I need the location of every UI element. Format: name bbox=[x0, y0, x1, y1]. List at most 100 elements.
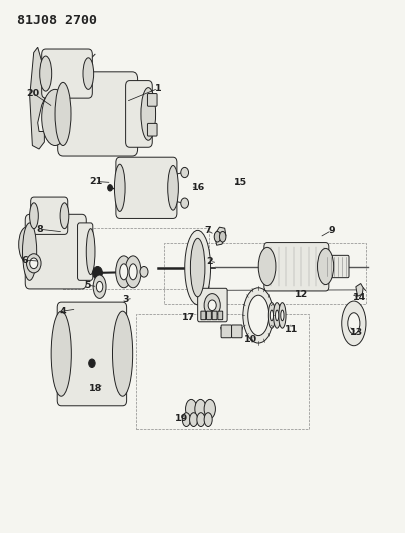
FancyBboxPatch shape bbox=[126, 80, 152, 147]
Ellipse shape bbox=[96, 281, 103, 292]
Text: 17: 17 bbox=[182, 312, 195, 321]
Text: 21: 21 bbox=[89, 177, 102, 186]
Text: 19: 19 bbox=[175, 414, 188, 423]
Ellipse shape bbox=[318, 248, 334, 285]
Polygon shape bbox=[30, 47, 46, 149]
FancyBboxPatch shape bbox=[147, 94, 157, 106]
Ellipse shape bbox=[83, 58, 94, 90]
Text: 18: 18 bbox=[89, 384, 102, 393]
Ellipse shape bbox=[204, 399, 215, 418]
Text: 1: 1 bbox=[155, 84, 162, 93]
Polygon shape bbox=[356, 284, 363, 296]
FancyBboxPatch shape bbox=[232, 325, 242, 338]
Ellipse shape bbox=[19, 227, 34, 262]
Ellipse shape bbox=[116, 256, 132, 288]
Text: 10: 10 bbox=[244, 335, 258, 344]
Ellipse shape bbox=[279, 303, 286, 328]
Ellipse shape bbox=[185, 399, 197, 418]
Text: 12: 12 bbox=[295, 290, 308, 299]
Ellipse shape bbox=[93, 275, 106, 298]
Ellipse shape bbox=[93, 266, 102, 279]
Ellipse shape bbox=[195, 399, 206, 418]
Bar bbox=[136, 314, 309, 429]
Text: 4: 4 bbox=[59, 306, 66, 316]
Ellipse shape bbox=[51, 311, 71, 396]
Ellipse shape bbox=[141, 87, 156, 140]
Ellipse shape bbox=[30, 203, 38, 229]
Text: 8: 8 bbox=[37, 225, 44, 234]
FancyBboxPatch shape bbox=[31, 197, 68, 235]
FancyBboxPatch shape bbox=[57, 302, 127, 406]
Ellipse shape bbox=[208, 300, 216, 311]
Ellipse shape bbox=[115, 164, 125, 212]
Ellipse shape bbox=[108, 184, 113, 191]
Text: 3: 3 bbox=[123, 295, 129, 304]
Ellipse shape bbox=[113, 311, 133, 396]
Text: 7: 7 bbox=[204, 226, 211, 235]
Ellipse shape bbox=[273, 303, 281, 328]
FancyBboxPatch shape bbox=[201, 311, 206, 320]
FancyBboxPatch shape bbox=[116, 157, 177, 219]
Ellipse shape bbox=[204, 413, 212, 426]
Ellipse shape bbox=[197, 413, 205, 426]
Text: 15: 15 bbox=[234, 178, 247, 187]
Bar bbox=[164, 243, 366, 304]
FancyBboxPatch shape bbox=[212, 311, 217, 320]
Ellipse shape bbox=[185, 230, 211, 305]
Ellipse shape bbox=[268, 303, 275, 328]
Ellipse shape bbox=[182, 413, 190, 426]
Ellipse shape bbox=[248, 295, 269, 336]
Ellipse shape bbox=[190, 238, 205, 297]
Ellipse shape bbox=[120, 264, 128, 280]
FancyBboxPatch shape bbox=[324, 255, 349, 278]
Ellipse shape bbox=[181, 167, 189, 177]
Ellipse shape bbox=[60, 203, 69, 229]
Ellipse shape bbox=[270, 310, 273, 321]
Ellipse shape bbox=[26, 254, 41, 273]
Ellipse shape bbox=[204, 294, 220, 317]
Ellipse shape bbox=[40, 56, 52, 91]
Ellipse shape bbox=[55, 83, 71, 146]
FancyBboxPatch shape bbox=[218, 311, 223, 320]
Text: 9: 9 bbox=[328, 226, 335, 235]
Text: 6: 6 bbox=[21, 256, 28, 264]
Ellipse shape bbox=[42, 90, 68, 146]
FancyBboxPatch shape bbox=[58, 72, 138, 156]
Ellipse shape bbox=[258, 247, 276, 286]
Ellipse shape bbox=[23, 223, 37, 280]
FancyBboxPatch shape bbox=[42, 49, 92, 98]
Ellipse shape bbox=[281, 310, 284, 321]
FancyBboxPatch shape bbox=[77, 223, 93, 280]
FancyBboxPatch shape bbox=[198, 288, 227, 322]
Text: 20: 20 bbox=[26, 88, 40, 98]
FancyBboxPatch shape bbox=[25, 214, 86, 289]
Ellipse shape bbox=[348, 313, 360, 334]
Ellipse shape bbox=[275, 310, 279, 321]
Ellipse shape bbox=[181, 198, 189, 208]
Text: 11: 11 bbox=[285, 325, 298, 334]
Text: 16: 16 bbox=[192, 183, 205, 192]
FancyBboxPatch shape bbox=[264, 243, 329, 291]
Ellipse shape bbox=[30, 258, 38, 269]
Ellipse shape bbox=[125, 256, 141, 288]
Ellipse shape bbox=[168, 165, 178, 210]
Text: 5: 5 bbox=[84, 280, 91, 289]
Ellipse shape bbox=[89, 359, 95, 368]
Polygon shape bbox=[215, 227, 226, 245]
Ellipse shape bbox=[140, 266, 148, 277]
Ellipse shape bbox=[190, 413, 198, 426]
Ellipse shape bbox=[220, 231, 226, 242]
Text: 13: 13 bbox=[350, 328, 363, 337]
Text: 81J08 2700: 81J08 2700 bbox=[17, 14, 97, 27]
Bar bbox=[63, 228, 209, 289]
Text: 2: 2 bbox=[207, 257, 213, 265]
FancyBboxPatch shape bbox=[221, 325, 232, 338]
Ellipse shape bbox=[129, 264, 137, 280]
Ellipse shape bbox=[342, 301, 366, 346]
Text: 14: 14 bbox=[352, 293, 366, 302]
Ellipse shape bbox=[214, 231, 221, 242]
FancyBboxPatch shape bbox=[207, 311, 211, 320]
Ellipse shape bbox=[86, 229, 95, 274]
FancyBboxPatch shape bbox=[147, 124, 157, 136]
Ellipse shape bbox=[243, 288, 273, 343]
